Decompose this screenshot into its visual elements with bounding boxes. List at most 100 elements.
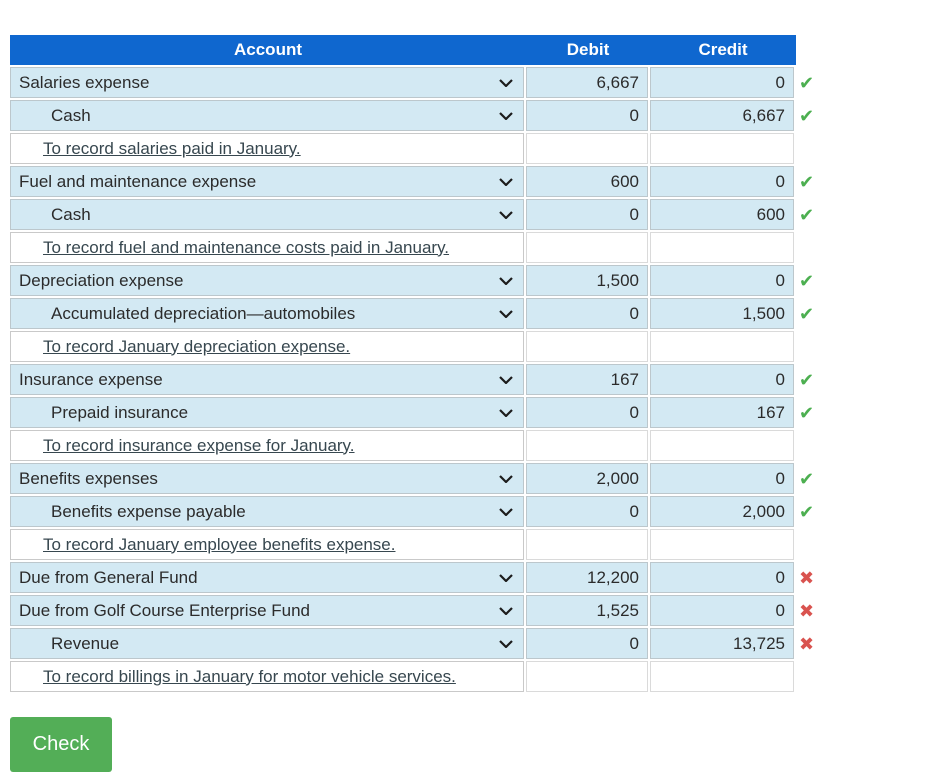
account-select[interactable]: Salaries expense (10, 67, 524, 98)
account-select[interactable]: Fuel and maintenance expense (10, 166, 524, 197)
credit-value-cell[interactable]: 167 (650, 397, 794, 428)
journal-account-row: Benefits expenses 2,000 0 ✔ (10, 463, 933, 494)
account-select[interactable]: Depreciation expense (10, 265, 524, 296)
credit-value-cell[interactable]: 6,667 (650, 100, 794, 131)
incorrect-x-icon: ✖ (799, 633, 815, 654)
description-cell[interactable]: To record billings in January for motor … (10, 661, 524, 692)
credit-value-cell[interactable]: 2,000 (650, 496, 794, 527)
debit-value-cell[interactable]: 0 (526, 628, 648, 659)
description-cell[interactable]: To record January depreciation expense. (10, 331, 524, 362)
status-icon-placeholder (796, 529, 824, 560)
journal-entry-table: Account Debit Credit Salaries expense 6,6… (10, 35, 933, 692)
credit-value-cell[interactable]: 0 (650, 364, 794, 395)
account-select[interactable]: Benefits expense payable (10, 496, 524, 527)
description-cell[interactable]: To record salaries paid in January. (10, 133, 524, 164)
empty-debit-cell (526, 133, 648, 164)
journal-account-row: Salaries expense 6,667 0 ✔ (10, 67, 933, 98)
column-header-credit: Credit (698, 40, 748, 59)
empty-credit-cell (650, 529, 794, 560)
description-text: To record January depreciation expense. (43, 336, 351, 356)
account-label: Insurance expense (19, 369, 163, 389)
correct-check-icon: ✔ (799, 105, 815, 126)
account-label: Prepaid insurance (51, 402, 189, 422)
debit-value-cell[interactable]: 2,000 (526, 463, 648, 494)
description-text: To record January employee benefits expe… (43, 534, 396, 554)
debit-value-cell[interactable]: 1,500 (526, 265, 648, 296)
debit-value-cell[interactable]: 6,667 (526, 67, 648, 98)
journal-account-row: Cash 0 6,667 ✔ (10, 100, 933, 131)
account-label: Revenue (51, 633, 120, 653)
correct-check-icon: ✔ (799, 72, 815, 93)
check-button[interactable]: Check (10, 717, 112, 772)
empty-credit-cell (650, 133, 794, 164)
debit-value-cell[interactable]: 0 (526, 397, 648, 428)
credit-value-cell[interactable]: 0 (650, 463, 794, 494)
column-header-account: Account (234, 40, 302, 59)
account-select[interactable]: Insurance expense (10, 364, 524, 395)
journal-account-row: Revenue 0 13,725 ✖ (10, 628, 933, 659)
account-select[interactable]: Cash (10, 100, 524, 131)
chevron-down-icon (499, 507, 513, 516)
account-select[interactable]: Prepaid insurance (10, 397, 524, 428)
account-select[interactable]: Revenue (10, 628, 524, 659)
account-label: Accumulated depreciation—automobiles (51, 303, 356, 323)
journal-account-row: Fuel and maintenance expense 600 0 ✔ (10, 166, 933, 197)
debit-value-cell[interactable]: 0 (526, 199, 648, 230)
correct-check-icon: ✔ (799, 270, 815, 291)
debit-value-cell[interactable]: 12,200 (526, 562, 648, 593)
debit-value-cell[interactable]: 0 (526, 100, 648, 131)
status-icon-placeholder (796, 430, 824, 461)
debit-value-cell[interactable]: 1,525 (526, 595, 648, 626)
credit-value-cell[interactable]: 600 (650, 199, 794, 230)
account-label: Cash (51, 105, 91, 125)
account-label: Salaries expense (19, 72, 150, 92)
account-label: Due from General Fund (19, 567, 198, 587)
debit-value-cell[interactable]: 0 (526, 298, 648, 329)
account-select[interactable]: Cash (10, 199, 524, 230)
account-select[interactable]: Benefits expenses (10, 463, 524, 494)
chevron-down-icon (499, 408, 513, 417)
journal-description-row: To record salaries paid in January. (10, 133, 933, 164)
journal-description-row: To record billings in January for motor … (10, 661, 933, 692)
credit-value-cell[interactable]: 0 (650, 67, 794, 98)
empty-debit-cell (526, 331, 648, 362)
incorrect-x-icon: ✖ (799, 600, 815, 621)
description-cell[interactable]: To record January employee benefits expe… (10, 529, 524, 560)
account-select[interactable]: Due from Golf Course Enterprise Fund (10, 595, 524, 626)
journal-account-row: Depreciation expense 1,500 0 ✔ (10, 265, 933, 296)
chevron-down-icon (499, 573, 513, 582)
correct-check-icon: ✔ (799, 303, 815, 324)
account-select[interactable]: Accumulated depreciation—automobiles (10, 298, 524, 329)
incorrect-x-icon: ✖ (799, 567, 815, 588)
empty-credit-cell (650, 661, 794, 692)
account-label: Benefits expense payable (51, 501, 246, 521)
credit-value-cell[interactable]: 0 (650, 166, 794, 197)
journal-account-row: Insurance expense 167 0 ✔ (10, 364, 933, 395)
debit-value-cell[interactable]: 167 (526, 364, 648, 395)
chevron-down-icon (499, 375, 513, 384)
credit-value-cell[interactable]: 0 (650, 595, 794, 626)
correct-check-icon: ✔ (799, 468, 815, 489)
chevron-down-icon (499, 111, 513, 120)
credit-value-cell[interactable]: 0 (650, 265, 794, 296)
description-text: To record fuel and maintenance costs pai… (43, 237, 450, 257)
chevron-down-icon (499, 606, 513, 615)
credit-value-cell[interactable]: 13,725 (650, 628, 794, 659)
credit-value-cell[interactable]: 1,500 (650, 298, 794, 329)
chevron-down-icon (499, 309, 513, 318)
chevron-down-icon (499, 639, 513, 648)
debit-value-cell[interactable]: 0 (526, 496, 648, 527)
description-cell[interactable]: To record fuel and maintenance costs pai… (10, 232, 524, 263)
chevron-down-icon (499, 276, 513, 285)
account-select[interactable]: Due from General Fund (10, 562, 524, 593)
status-icon-placeholder (796, 331, 824, 362)
journal-description-row: To record insurance expense for January. (10, 430, 933, 461)
credit-value-cell[interactable]: 0 (650, 562, 794, 593)
debit-value-cell[interactable]: 600 (526, 166, 648, 197)
empty-credit-cell (650, 232, 794, 263)
table-header-row: Account Debit Credit (10, 35, 796, 65)
correct-check-icon: ✔ (799, 501, 815, 522)
account-label: Fuel and maintenance expense (19, 171, 257, 191)
description-cell[interactable]: To record insurance expense for January. (10, 430, 524, 461)
status-icon-placeholder (796, 232, 824, 263)
